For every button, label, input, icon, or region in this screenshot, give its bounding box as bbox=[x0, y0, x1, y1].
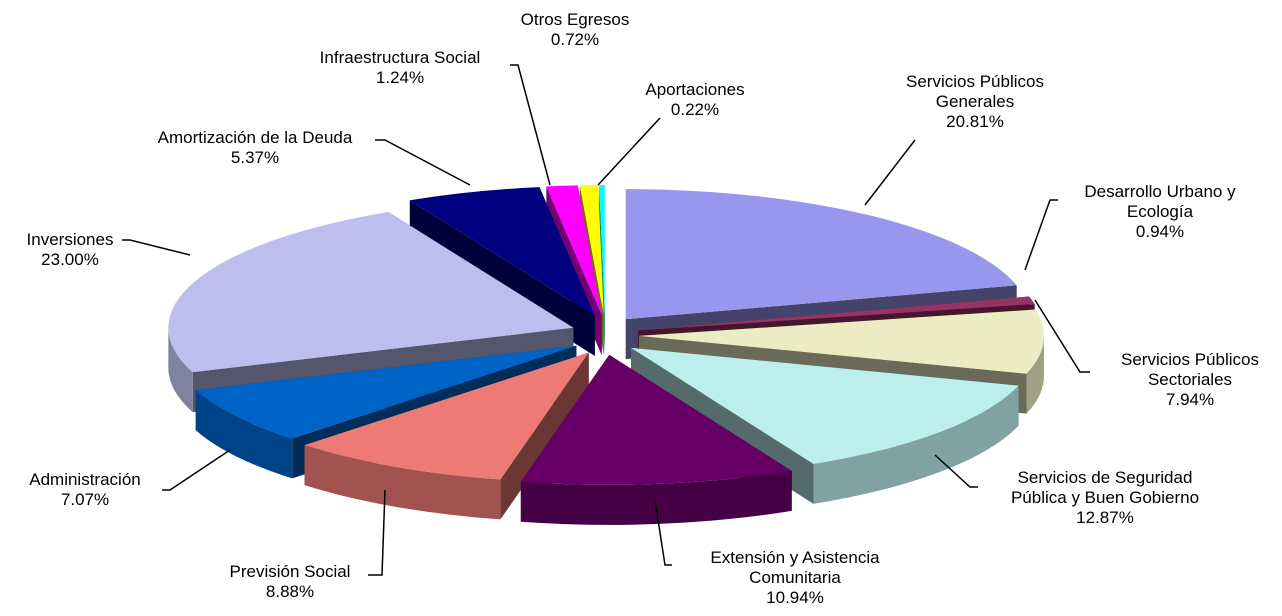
slice bbox=[579, 185, 604, 316]
leader-line bbox=[1024, 199, 1058, 271]
category-name: Servicios de Seguridad Pública y Buen Go… bbox=[1010, 468, 1200, 507]
leader-line bbox=[1034, 299, 1090, 373]
value-label: 1.24% bbox=[375, 68, 425, 87]
leader-line bbox=[368, 489, 386, 576]
category-name: Inversiones bbox=[26, 230, 114, 249]
slice bbox=[625, 189, 1017, 320]
value-label: 12.87% bbox=[1076, 508, 1134, 527]
value-label: 0.72% bbox=[550, 30, 600, 49]
category-name: Extensión y Asistencia Comunitaria bbox=[710, 548, 880, 587]
value-label: 8.88% bbox=[265, 582, 315, 601]
leader-line bbox=[597, 117, 661, 186]
category-name: Desarrollo Urbano y Ecología bbox=[1084, 182, 1236, 221]
leader-line bbox=[122, 239, 191, 256]
slice bbox=[168, 212, 574, 373]
slice bbox=[304, 352, 589, 480]
leader-line bbox=[162, 449, 231, 491]
value-label: 0.22% bbox=[670, 100, 720, 119]
slice-side bbox=[304, 445, 501, 520]
category-name: Administración bbox=[29, 470, 141, 489]
slice-label: Otros Egresos 0.72% bbox=[475, 10, 675, 50]
leader-line bbox=[934, 454, 978, 488]
category-name: Amortización de la Deuda bbox=[157, 128, 353, 147]
slice-label: Aportaciones 0.22% bbox=[595, 80, 795, 120]
value-label: 0.94% bbox=[1135, 222, 1185, 241]
slice-label: Servicios Públicos Sectoriales 7.94% bbox=[1095, 350, 1282, 410]
category-name: Otros Egresos bbox=[520, 10, 630, 29]
slice-side bbox=[168, 327, 193, 413]
slice-label: Previsión Social 8.88% bbox=[160, 562, 420, 602]
slice bbox=[546, 185, 602, 316]
value-label: 20.81% bbox=[946, 112, 1004, 131]
value-label: 7.94% bbox=[1165, 390, 1215, 409]
value-label: 23.00% bbox=[41, 250, 99, 269]
leader-line bbox=[510, 64, 551, 186]
slice bbox=[638, 296, 1035, 331]
value-label: 10.94% bbox=[766, 588, 824, 607]
slice-label: Inversiones 23.00% bbox=[0, 230, 170, 270]
slice-label: Amortización de la Deuda 5.37% bbox=[105, 128, 405, 168]
leader-line bbox=[654, 499, 672, 566]
category-name: Servicios Públicos Sectoriales bbox=[1121, 350, 1259, 389]
category-name: Servicios Públicos Generales bbox=[906, 72, 1044, 111]
slice-side bbox=[1026, 335, 1044, 414]
value-label: 5.37% bbox=[230, 148, 280, 167]
value-label: 7.07% bbox=[60, 490, 110, 509]
slice bbox=[599, 185, 605, 316]
slice-label: Servicios Públicos Generales 20.81% bbox=[875, 72, 1075, 132]
category-name: Infraestructura Social bbox=[319, 48, 481, 67]
slice-label: Servicios de Seguridad Pública y Buen Go… bbox=[990, 468, 1220, 528]
slice-label: Desarrollo Urbano y Ecología 0.94% bbox=[1065, 182, 1255, 242]
slice-label: Administración 7.07% bbox=[0, 470, 185, 510]
slice-label: Extensión y Asistencia Comunitaria 10.94% bbox=[690, 548, 900, 608]
slice bbox=[520, 354, 792, 485]
slice-side bbox=[520, 470, 792, 525]
category-name: Previsión Social bbox=[229, 562, 351, 581]
leader-line bbox=[375, 139, 471, 186]
slice bbox=[409, 187, 595, 316]
leader-line bbox=[864, 139, 916, 206]
slice-side bbox=[195, 390, 293, 479]
slice bbox=[638, 309, 1044, 374]
slice bbox=[631, 347, 1019, 464]
category-name: Aportaciones bbox=[645, 80, 745, 99]
slice bbox=[195, 345, 577, 439]
slice-label: Infraestructura Social 1.24% bbox=[270, 48, 530, 88]
slice-side bbox=[813, 385, 1019, 504]
